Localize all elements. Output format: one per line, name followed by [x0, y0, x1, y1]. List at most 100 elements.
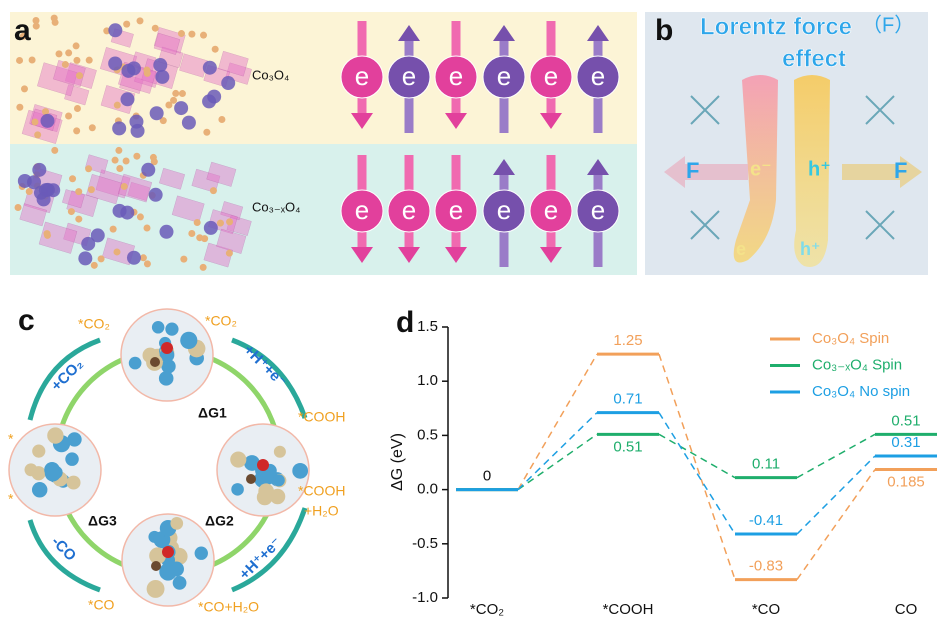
atom: [217, 220, 224, 227]
species-label: *CO₂: [78, 316, 110, 332]
atom: [194, 219, 201, 226]
atom: [91, 262, 98, 269]
x-tick-label: *CO₂: [470, 601, 504, 618]
atom: [88, 186, 95, 193]
y-tick-label: -0.5: [412, 535, 438, 552]
atom: [182, 116, 196, 130]
atom: [161, 342, 173, 354]
atom: [218, 116, 225, 123]
electron-label: e: [591, 61, 605, 91]
atom: [141, 163, 155, 177]
atom: [144, 70, 151, 77]
atom: [178, 30, 185, 37]
value-label: 1.25: [613, 332, 642, 349]
atom: [231, 483, 244, 496]
electron-label: e: [544, 61, 558, 91]
atom: [73, 57, 80, 64]
atom: [127, 251, 141, 265]
atom: [32, 163, 46, 177]
atom: [116, 165, 123, 172]
atom: [108, 23, 122, 37]
y-tick-label: 1.0: [417, 372, 438, 389]
value-label: 0.51: [613, 438, 642, 455]
atom: [85, 165, 92, 172]
energy-chart: d ΔG (eV) -1.0-0.50.00.51.01.5*CO₂*COOH*…: [389, 306, 937, 618]
atom: [98, 255, 105, 262]
atom: [131, 124, 145, 138]
atom: [152, 321, 165, 334]
atom: [151, 561, 161, 571]
electron-label: e: [449, 195, 463, 225]
atom: [123, 21, 130, 28]
value-label: 0.185: [887, 474, 925, 491]
hole-label: h⁺: [800, 239, 821, 259]
figure: a Co₃O₄ Co₃₋ₓO₄ eeeeeeeeeeee b Lorentz f…: [0, 0, 938, 622]
atom: [195, 547, 208, 560]
hole-label: h⁺: [808, 158, 831, 180]
atom: [274, 446, 286, 458]
x-tick-label: *COOH: [603, 601, 654, 618]
panel-title: Lorentz force: [700, 13, 852, 40]
panel-label: d: [396, 306, 414, 339]
species-label: *COOH: [298, 409, 345, 425]
value-label: 0.71: [613, 391, 642, 408]
value-label: 0: [483, 468, 491, 485]
atom: [73, 127, 80, 134]
atom: [188, 31, 195, 38]
atom: [203, 129, 210, 136]
atom: [32, 445, 45, 458]
atom: [76, 72, 83, 79]
y-tick-label: -1.0: [412, 589, 438, 606]
connector: [518, 434, 597, 489]
atom: [150, 154, 157, 161]
force-label: F: [894, 158, 907, 183]
atom: [112, 157, 119, 164]
species-label: *CO₂: [205, 313, 237, 329]
atom: [25, 463, 38, 476]
atom: [257, 459, 269, 471]
atom: [110, 226, 117, 233]
atom: [121, 64, 135, 78]
atom: [150, 357, 160, 367]
atom: [246, 474, 256, 484]
panel-label: a: [14, 14, 31, 47]
atom: [120, 92, 134, 106]
atom: [15, 204, 22, 211]
connector: [518, 354, 597, 490]
atom: [113, 204, 127, 218]
atom: [115, 147, 122, 154]
atom: [136, 17, 143, 24]
atom: [40, 114, 54, 128]
atom: [32, 482, 47, 497]
energy-step: ΔG3: [88, 513, 117, 529]
atom: [149, 188, 163, 202]
connector: [659, 413, 735, 534]
atom: [153, 58, 167, 72]
atom: [47, 427, 63, 443]
atom: [121, 183, 128, 190]
atom: [21, 85, 28, 92]
atom: [16, 104, 23, 111]
atom: [129, 357, 142, 370]
y-axis-label: ΔG (eV): [389, 433, 406, 491]
atom: [51, 147, 58, 154]
atom: [44, 230, 51, 237]
atom: [273, 474, 285, 486]
force-label: F: [686, 158, 699, 183]
species-label: *CO+H₂O: [198, 599, 259, 615]
atom: [174, 101, 188, 115]
atom: [202, 94, 216, 108]
atom: [203, 61, 217, 75]
atom: [65, 452, 78, 465]
atom: [34, 131, 41, 138]
energy-step: ΔG2: [205, 513, 234, 529]
electron-label: e⁻: [750, 158, 772, 180]
species-label: *CO: [88, 597, 115, 613]
atom: [170, 97, 177, 104]
atom: [29, 56, 36, 63]
atom: [75, 216, 82, 223]
legend-label: Co₃O₄ No spin: [812, 383, 910, 400]
electron-label: e: [497, 195, 511, 225]
value-label: 0.11: [752, 456, 780, 473]
atom: [140, 254, 147, 261]
